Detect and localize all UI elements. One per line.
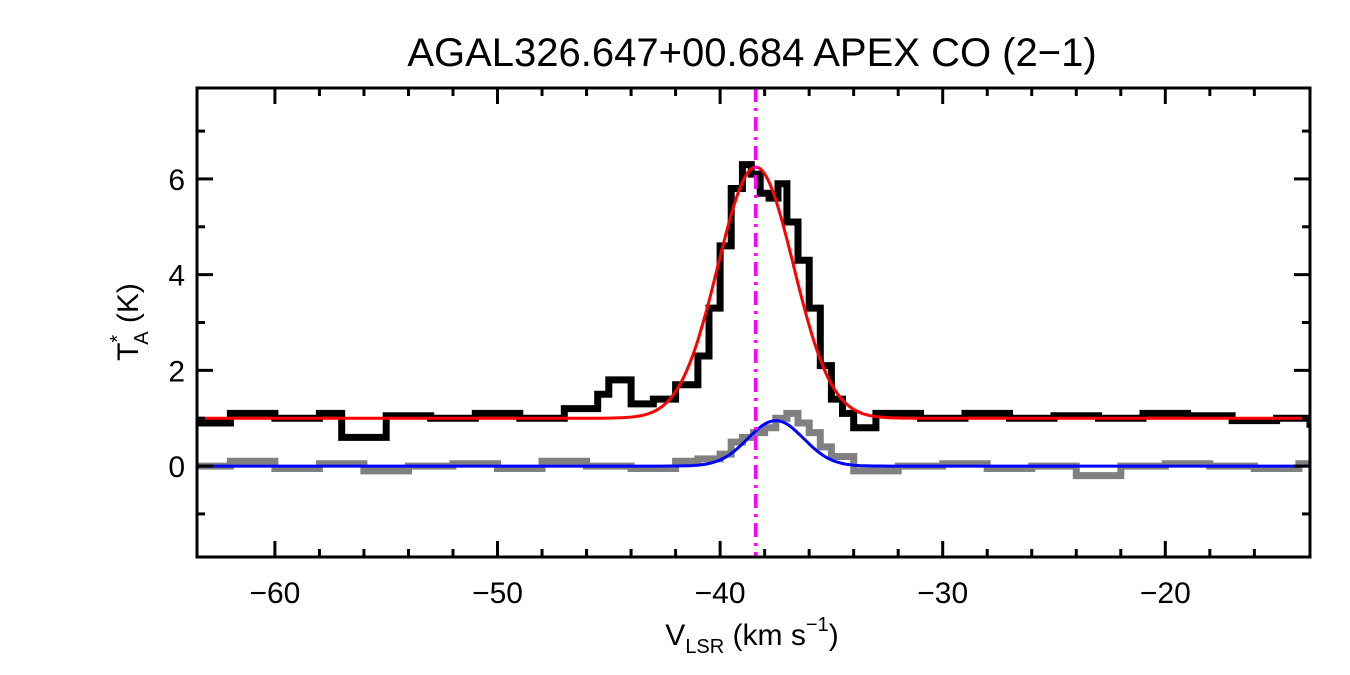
y-axis-label-sub: A: [131, 331, 153, 345]
y-axis-label-main: T: [112, 343, 145, 361]
x-axis-label-sup: −1: [806, 614, 829, 636]
red-fit-line: [197, 165, 1310, 420]
y-axis-label: T* A (K): [107, 283, 153, 361]
x-axis-label-rest: (km s: [724, 619, 806, 652]
y-tick-label: 6: [168, 164, 185, 197]
y-axis-label-rest: (K): [112, 283, 145, 331]
y-tick-label: 4: [168, 260, 185, 293]
black-spectrum-line: [197, 161, 1310, 441]
x-tick-label: −20: [1140, 577, 1191, 610]
axis-ticks: −60 −50 −40 −30 −20 0 2 4 6: [168, 88, 1310, 610]
x-axis-label-sub: LSR: [685, 636, 724, 658]
blue-fit-line: [197, 419, 1310, 468]
x-axis-label: VLSR (km s−1): [665, 614, 838, 658]
x-axis-label-main: V: [665, 619, 685, 652]
chart-title: AGAL326.647+00.684 APEX CO (2−1): [407, 31, 1096, 75]
gray-spectrum-line: [197, 409, 1310, 480]
y-tick-label: 2: [168, 355, 185, 388]
x-tick-label: −30: [917, 577, 968, 610]
x-tick-label: −60: [249, 577, 300, 610]
y-axis-label-sup: *: [107, 335, 129, 343]
x-tick-label: −40: [695, 577, 746, 610]
plot-area: [197, 88, 1310, 557]
x-axis-label-end: ): [829, 619, 839, 652]
plot-frame: [195, 86, 1312, 559]
y-tick-label: 0: [168, 451, 185, 484]
x-tick-label: −50: [472, 577, 523, 610]
